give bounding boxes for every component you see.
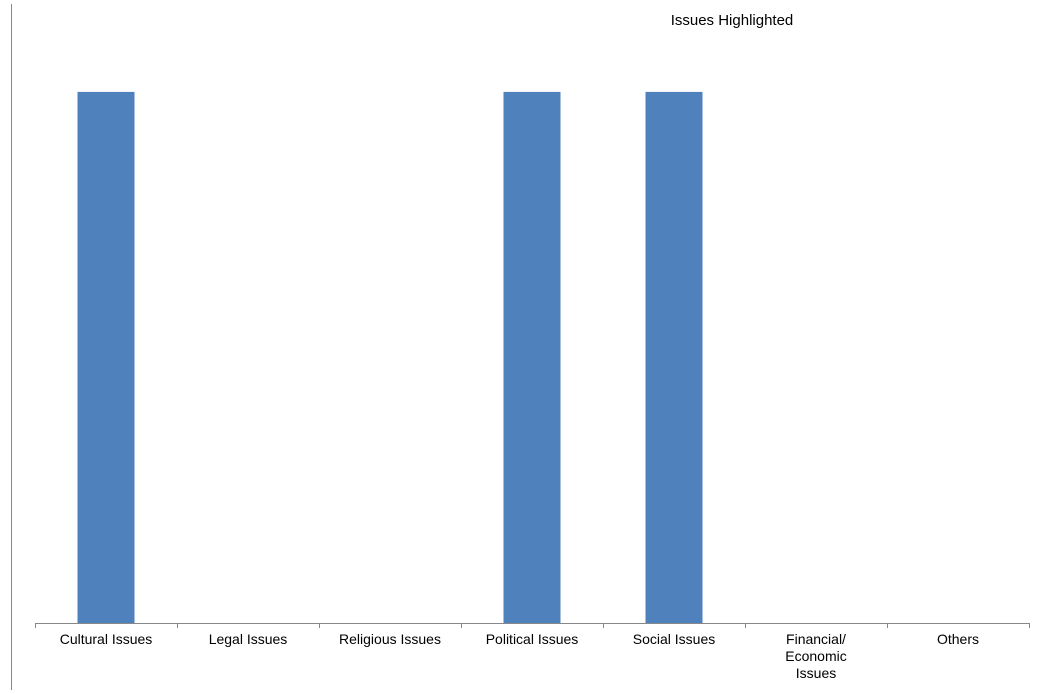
- x-tick-label: Financial/Economic Issues: [746, 631, 886, 682]
- x-tick-label-line: Cultural Issues: [59, 631, 153, 647]
- x-tick-label-line: Political Issues: [485, 631, 579, 647]
- bars-layer: [77, 91, 703, 623]
- axes-layer: [11, 4, 1030, 690]
- x-tick-label-line: Legal Issues: [208, 631, 288, 647]
- x-tick-label: Cultural Issues: [36, 631, 176, 648]
- chart-title: Issues Highlighted: [670, 12, 794, 29]
- x-tick-label: Religious Issues: [320, 631, 460, 648]
- bar: [77, 91, 135, 623]
- x-tick-label: Legal Issues: [178, 631, 318, 648]
- x-tick-label: Political Issues: [462, 631, 602, 648]
- x-tick-label-line: Others: [936, 631, 979, 647]
- x-tick-label-line: Financial/: [786, 631, 846, 647]
- x-tick-label: Others: [888, 631, 1028, 648]
- x-tick-label: Social Issues: [604, 631, 744, 648]
- x-tick-label-line: Religious Issues: [339, 631, 441, 647]
- bar: [503, 91, 561, 623]
- bar: [645, 91, 703, 623]
- x-tick-label-line: Economic: [785, 648, 847, 664]
- x-tick-label-line: Issues: [795, 665, 837, 681]
- x-tick-label-line: Social Issues: [632, 631, 716, 647]
